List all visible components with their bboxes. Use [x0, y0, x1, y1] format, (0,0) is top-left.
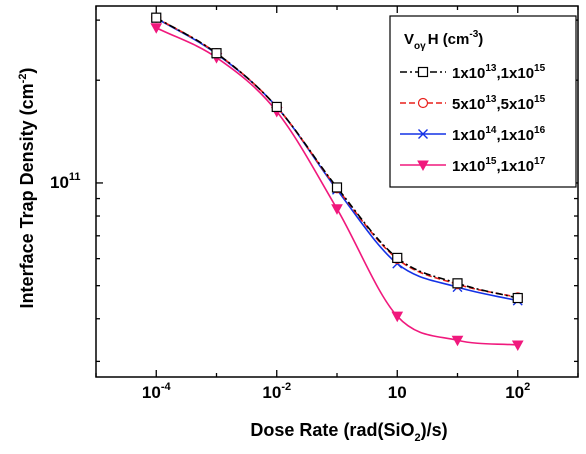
- series-1: [151, 12, 523, 304]
- data-point: [451, 335, 464, 347]
- legend-label: 1x1015,1x1017: [452, 156, 546, 175]
- legend-marker: [417, 66, 429, 78]
- data-point: [392, 252, 403, 264]
- legend-label: 1x1013,1x1015: [452, 63, 546, 82]
- legend-entry: 1x1014,1x1016: [400, 125, 546, 144]
- data-point: [211, 48, 222, 59]
- series-layer: [150, 12, 524, 352]
- data-point: [512, 292, 523, 304]
- legend-entry: 1x1015,1x1017: [400, 156, 546, 175]
- legend-entry: 1x1013,1x1015: [400, 63, 546, 82]
- data-point: [452, 278, 463, 289]
- axes: 10-4 10-2 10 102 1011: [50, 5, 579, 402]
- x-axis-title: Dose Rate (rad(SiO2)/s): [250, 420, 447, 444]
- legend-marker: [417, 97, 429, 109]
- data-point: [391, 311, 404, 323]
- legend-entry: 5x1013,5x1015: [400, 94, 546, 113]
- data-point: [151, 12, 162, 23]
- x-tick-label: 102: [505, 381, 530, 402]
- y-axis-title: Interface Trap Density (cm-2): [17, 68, 37, 309]
- data-point: [331, 182, 343, 193]
- legend-title: Voγ H (cm-3): [404, 29, 483, 52]
- legend-marker: [417, 160, 429, 172]
- legend-marker: [418, 129, 428, 139]
- x-tick-label: 10-4: [142, 381, 172, 402]
- data-point: [511, 340, 524, 352]
- data-point: [150, 23, 163, 34]
- data-point: [271, 101, 282, 113]
- legend: Voγ H (cm-3) 1x1013,1x1015 5x1013,5x1015 1x1…: [389, 15, 577, 188]
- x-tick-label: 10-2: [262, 381, 291, 402]
- legend-label: 1x1014,1x1016: [452, 125, 546, 144]
- legend-label: 5x1013,5x1015: [452, 94, 546, 113]
- data-point: [331, 204, 343, 215]
- x-tick-label: 10: [388, 383, 407, 402]
- y-tick-label: 1011: [50, 171, 81, 192]
